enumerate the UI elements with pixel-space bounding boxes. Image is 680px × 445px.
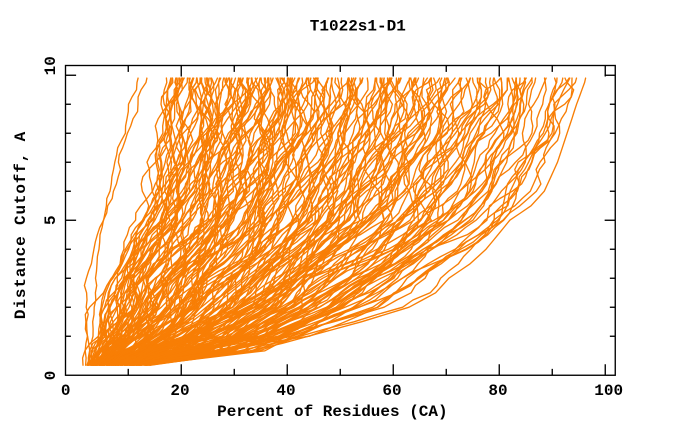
svg-text:0: 0 — [61, 382, 71, 400]
svg-text:10: 10 — [42, 56, 60, 75]
svg-text:60: 60 — [382, 382, 401, 400]
svg-text:Distance Cutoff, A: Distance Cutoff, A — [12, 131, 30, 319]
svg-text:80: 80 — [488, 382, 507, 400]
svg-text:Percent of Residues (CA): Percent of Residues (CA) — [217, 403, 447, 421]
svg-text:40: 40 — [276, 382, 295, 400]
svg-text:100: 100 — [594, 382, 623, 400]
svg-text:T1022s1-D1: T1022s1-D1 — [310, 18, 406, 36]
svg-text:5: 5 — [42, 215, 60, 225]
svg-text:0: 0 — [42, 371, 60, 381]
svg-text:20: 20 — [170, 382, 189, 400]
